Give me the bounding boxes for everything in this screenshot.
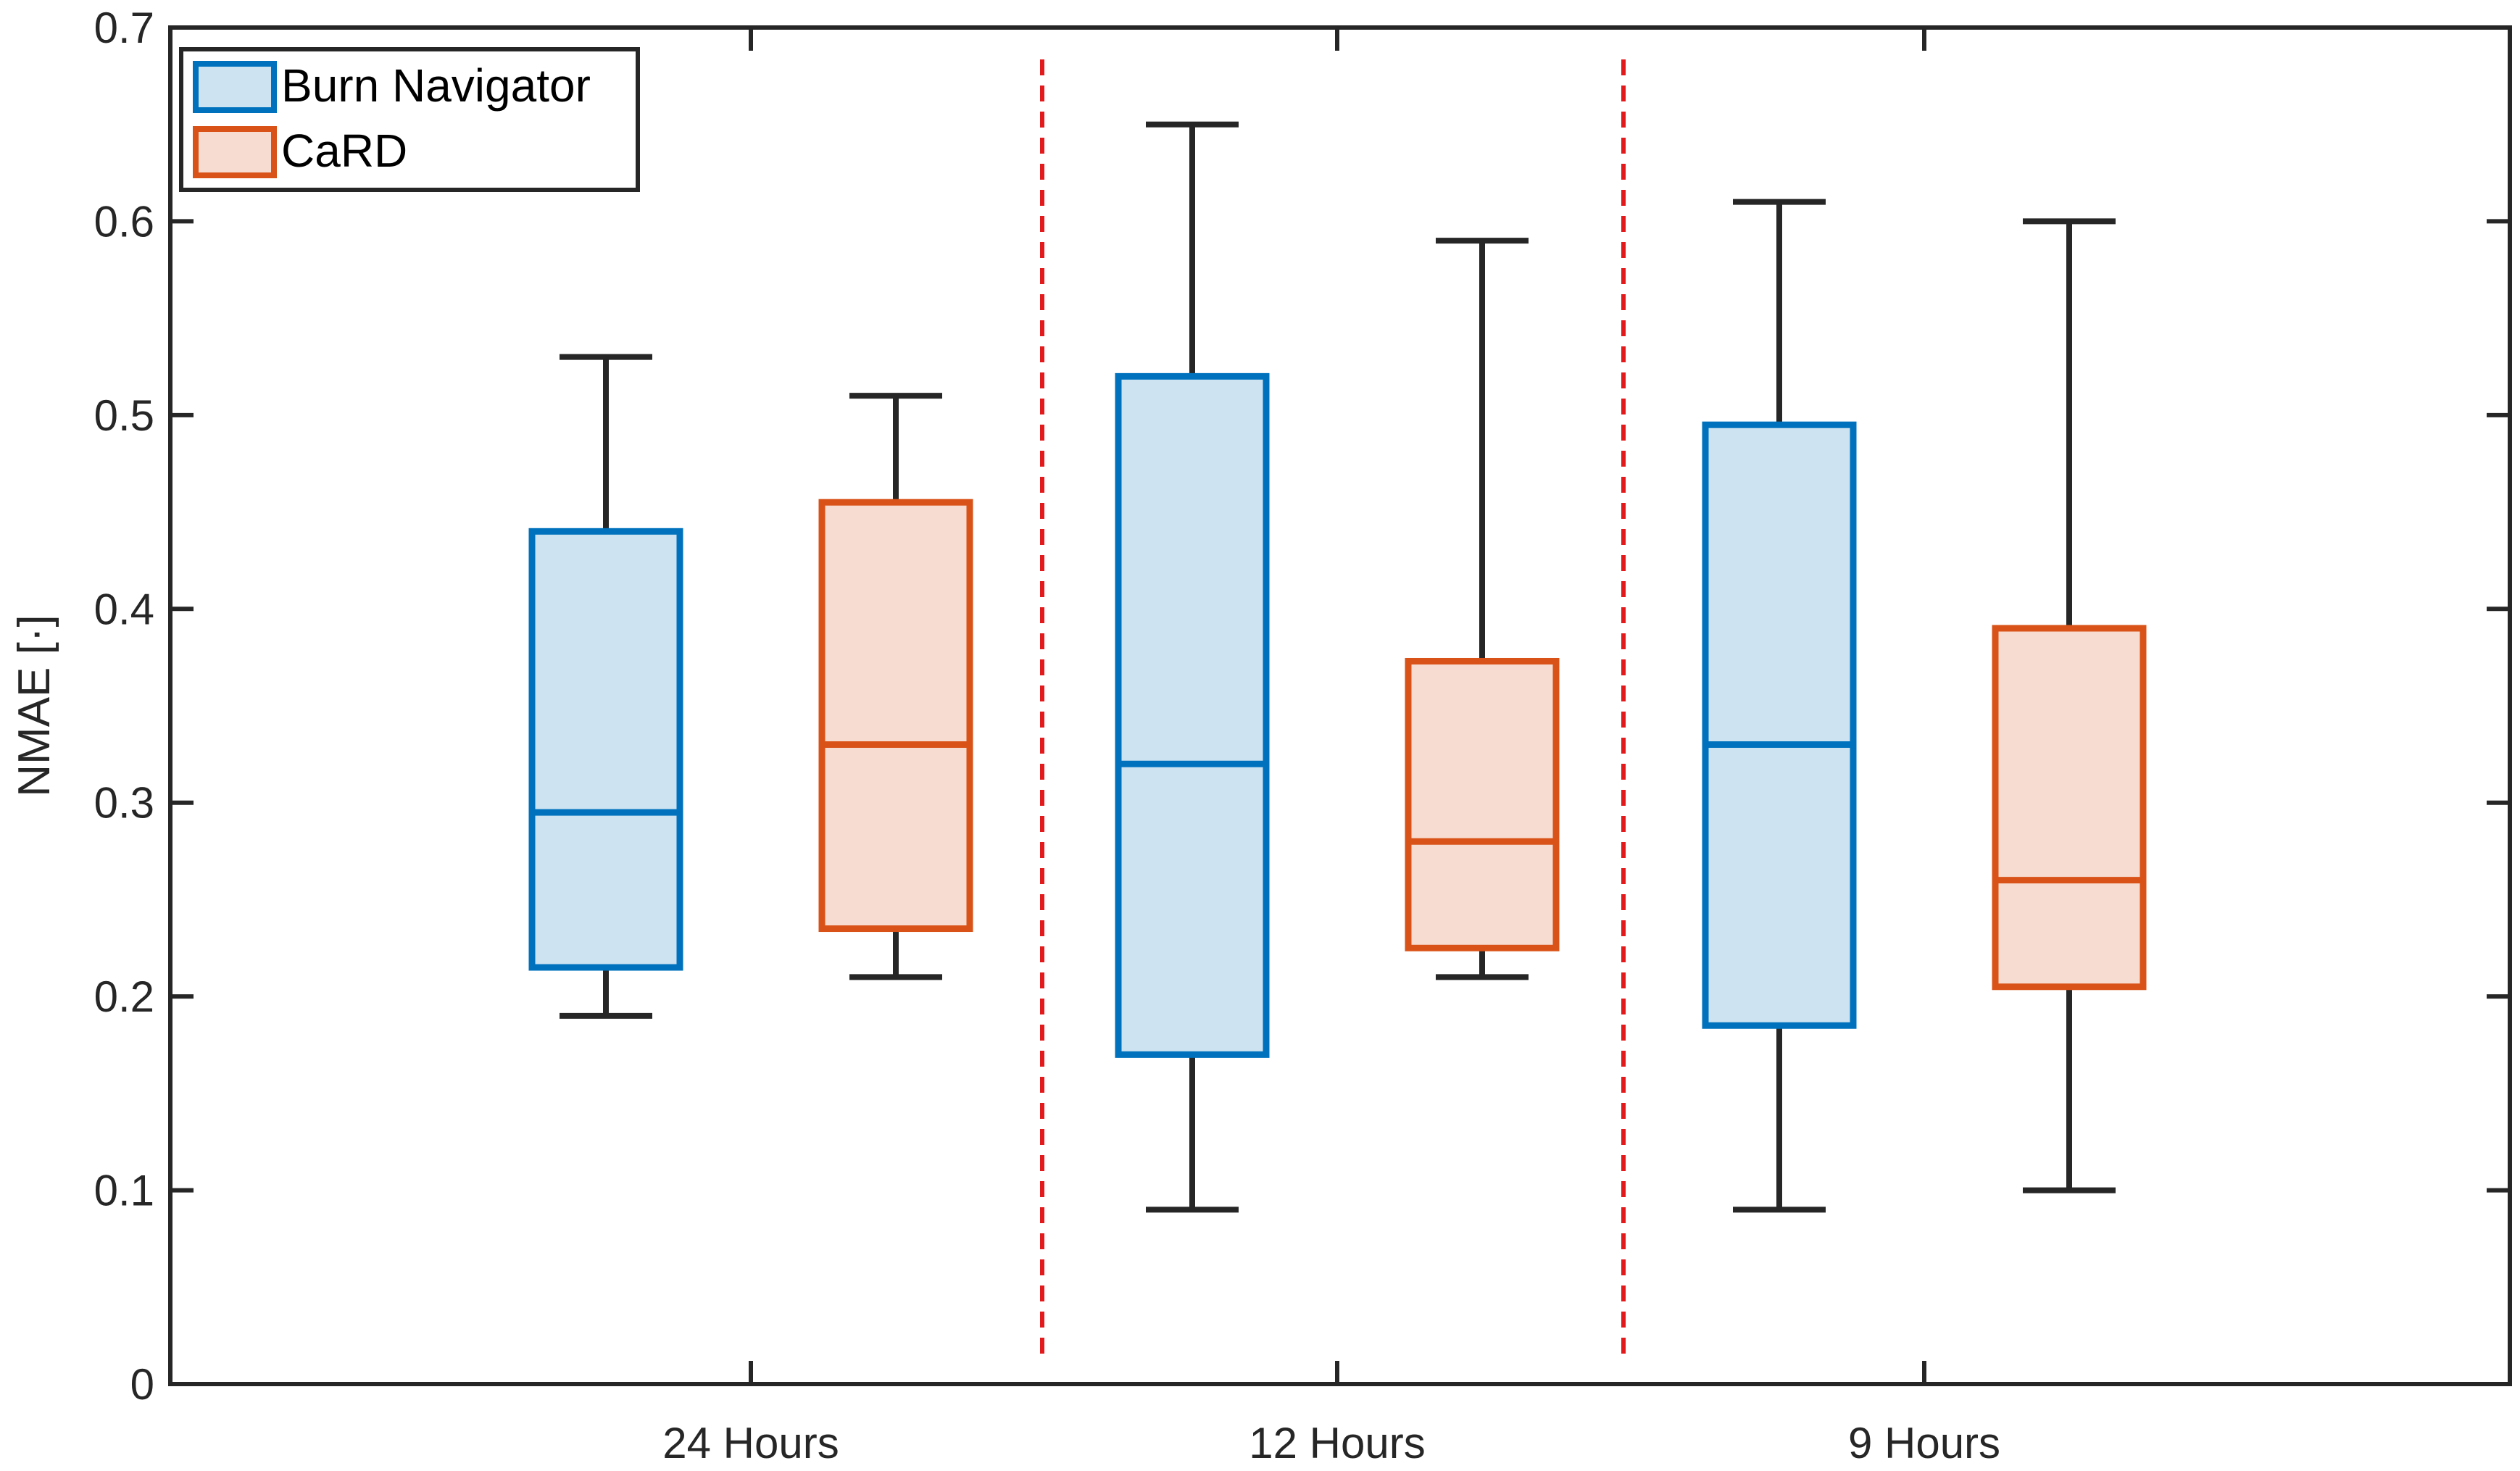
box-series [528,121,2147,1213]
box-9-hours [1992,218,2147,1193]
y-tick-label: 0.5 [94,391,154,440]
box-12-hours [1405,238,1560,980]
group-separators [1040,59,1626,1355]
iqr-box [1115,372,1270,1058]
y-tick-label: 0.2 [94,972,154,1021]
box-12-hours [1115,121,1270,1213]
plot-frame [168,25,2512,1386]
axes: 0 0.1 0.2 0.3 0.4 0.5 0.6 0.7 24 Hours 12 Hours 9 … [94,4,2512,1467]
series-card [818,218,2147,1193]
y-tick-label: 0 [130,1360,154,1409]
y-tick-label: 0.4 [94,585,154,633]
legend-swatch [193,126,277,178]
y-tick-label: 0.1 [94,1167,154,1215]
y-tick-label: 0.6 [94,197,154,246]
iqr-box [1702,421,1857,1029]
legend-label: CaRD [281,125,407,177]
legend-label: Burn Navigator [281,59,591,112]
iqr-box [1405,657,1560,951]
y-axis-label: NMAE [·] [9,614,59,796]
y-tick-label: 0.7 [94,4,154,52]
box-24-hours [818,393,973,980]
iqr-box [528,528,683,971]
box-24-hours [528,354,683,1019]
legend-swatch [193,61,277,113]
iqr-box [1992,625,2147,991]
legend: Burn Navigator CaRD [179,47,640,192]
series-burn-navigator [528,121,1857,1213]
x-tick-label: 9 Hours [1848,1419,2000,1467]
x-tick-label: 12 Hours [1249,1419,1425,1467]
y-tick-label: 0.3 [94,779,154,828]
x-tick-label: 24 Hours [662,1419,839,1467]
iqr-box [818,499,973,933]
box-9-hours [1702,199,1857,1213]
